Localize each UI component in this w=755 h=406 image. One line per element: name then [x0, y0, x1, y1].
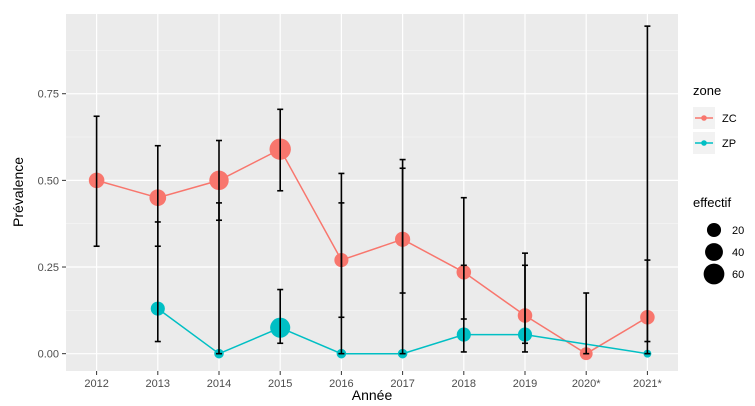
x-tick-label: 2013 — [146, 378, 170, 390]
legend-color-title: zone — [693, 83, 721, 98]
y-axis-title: Prévalence — [10, 157, 26, 227]
legend-size-point — [703, 263, 725, 285]
x-tick-label: 2012 — [84, 378, 108, 390]
y-tick-label: 0.75 — [38, 89, 59, 101]
series-line-zc — [96, 148, 648, 355]
series-line-zp — [157, 307, 648, 355]
x-tick-label: 2015 — [268, 378, 292, 390]
x-tick-label: 2018 — [452, 378, 476, 390]
legend-label-zone: ZC — [722, 113, 737, 125]
legend-size-title: effectif — [693, 195, 731, 210]
x-tick-label: 2021* — [633, 378, 662, 390]
y-tick-label: 0.00 — [38, 349, 59, 361]
axis-ticks: 0.00 0.25 0.50 0.75 2012 2013 2014 2015 2016 2017… — [38, 89, 663, 390]
series-layer — [88, 25, 655, 361]
legend-key-point — [701, 115, 707, 121]
y-tick-label: 0.25 — [38, 262, 59, 274]
legend-label-size: 60 — [732, 269, 744, 281]
legend-label-size: 20 — [732, 225, 744, 237]
x-tick-label: 2020* — [572, 378, 601, 390]
x-tick-label: 2017 — [390, 378, 414, 390]
x-tick-label: 2019 — [513, 378, 537, 390]
legend-label-size: 40 — [732, 247, 744, 259]
x-tick-label: 2014 — [207, 378, 231, 390]
legend-key-point — [701, 140, 707, 146]
legend-size-point — [706, 222, 722, 238]
y-tick-label: 0.50 — [38, 175, 59, 187]
legend: zone effectif ZC ZP 20 40 60 — [693, 83, 744, 285]
legend-size-point — [705, 243, 723, 261]
panel-background — [66, 14, 678, 371]
x-tick-label: 2016 — [329, 378, 353, 390]
legend-label-zone: ZP — [722, 138, 736, 150]
x-axis-title: Année — [352, 387, 393, 403]
